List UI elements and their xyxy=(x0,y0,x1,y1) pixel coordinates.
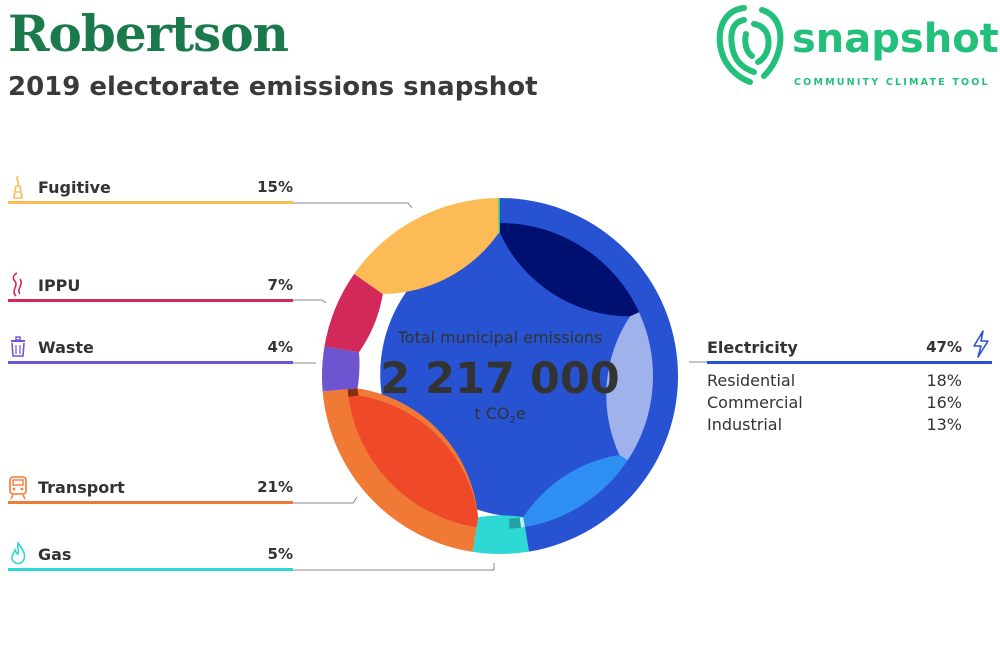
legend-sub-industrial: Industrial 13% xyxy=(707,415,962,437)
legend-value: 4% xyxy=(267,338,293,356)
donut-subslice-gas-0 xyxy=(519,517,525,528)
donut-subslice-industrial xyxy=(523,454,628,527)
legend-label: Waste xyxy=(38,338,94,357)
legend-underline xyxy=(8,299,293,302)
legend-sub-residential: Residential 18% xyxy=(707,371,962,393)
lightning-icon xyxy=(973,330,989,358)
leader-line-transport xyxy=(293,496,358,504)
page-title: Robertson xyxy=(8,4,289,63)
sub-value: 16% xyxy=(926,393,962,412)
donut-subslice-transport-1 xyxy=(347,388,359,397)
legend-transport: Transport 21% xyxy=(8,474,293,504)
donut-subslice-residential xyxy=(500,223,640,317)
sub-value: 13% xyxy=(926,415,962,434)
logo-tagline: COMMUNITY CLIMATE TOOL xyxy=(794,77,990,88)
legend-fugitive: Fugitive 15% xyxy=(8,174,293,204)
center-label: Total municipal emissions xyxy=(397,328,603,347)
legend-underline xyxy=(8,361,293,364)
donut-slice-fugitive xyxy=(354,198,499,294)
legend-label: Electricity xyxy=(707,338,798,357)
donut-subslice-commercial xyxy=(606,312,653,461)
legend-gas: Gas 5% xyxy=(8,541,293,571)
page-subtitle: 2019 electorate emissions snapshot xyxy=(8,72,538,102)
legend-underline xyxy=(8,201,293,204)
donut-slice-ippu xyxy=(324,273,383,353)
legend-ippu: IPPU 7% xyxy=(8,272,293,302)
legend-underline xyxy=(707,361,992,364)
legend-waste: Waste 4% xyxy=(8,334,293,364)
legend-label: Transport xyxy=(38,478,125,497)
legend-electricity: Electricity 47% xyxy=(707,330,992,364)
legend-label: Gas xyxy=(38,545,72,564)
leader-line-ippu xyxy=(293,299,327,304)
legend-sub-commercial: Commercial 16% xyxy=(707,393,962,415)
legend-label: IPPU xyxy=(38,276,81,295)
unit-end: e xyxy=(515,404,526,423)
center-unit: t CO2e xyxy=(360,404,640,426)
fingerprint-logo-icon xyxy=(716,5,784,85)
unit-main: t CO xyxy=(474,404,510,423)
donut-subslice-gas-2 xyxy=(476,517,510,530)
legend-underline xyxy=(8,568,293,571)
snapshot-logo: snapshot COMMUNITY CLIMATE TOOL xyxy=(714,2,1000,92)
sub-label: Commercial xyxy=(707,393,803,412)
legend-value: 15% xyxy=(257,178,293,196)
legend-label: Fugitive xyxy=(38,178,111,197)
donut-slice-waste xyxy=(322,346,360,392)
train-icon xyxy=(9,476,27,500)
sub-value: 18% xyxy=(926,371,962,390)
legend-value: 47% xyxy=(926,338,962,356)
legend-underline xyxy=(8,501,293,504)
flame-icon xyxy=(11,541,26,565)
legend-value: 5% xyxy=(267,545,293,563)
unit-subscript: 2 xyxy=(509,415,516,427)
leader-line-gas xyxy=(293,563,495,571)
sub-label: Industrial xyxy=(707,415,783,434)
donut-subslice-gas-1 xyxy=(508,517,522,529)
smoke-icon xyxy=(12,272,22,297)
sub-label: Residential xyxy=(707,371,796,390)
legend-value: 21% xyxy=(257,478,293,496)
donut-slice-other-6 xyxy=(498,198,500,234)
logo-wordmark: snapshot xyxy=(792,16,999,62)
leader-line-fugitive xyxy=(293,202,413,209)
legend-value: 7% xyxy=(267,276,293,294)
donut-subslice-transport-0 xyxy=(348,395,479,528)
center-total-value: 2 217 000 xyxy=(380,354,620,404)
trash-icon xyxy=(11,336,25,357)
flare-icon xyxy=(13,175,23,199)
